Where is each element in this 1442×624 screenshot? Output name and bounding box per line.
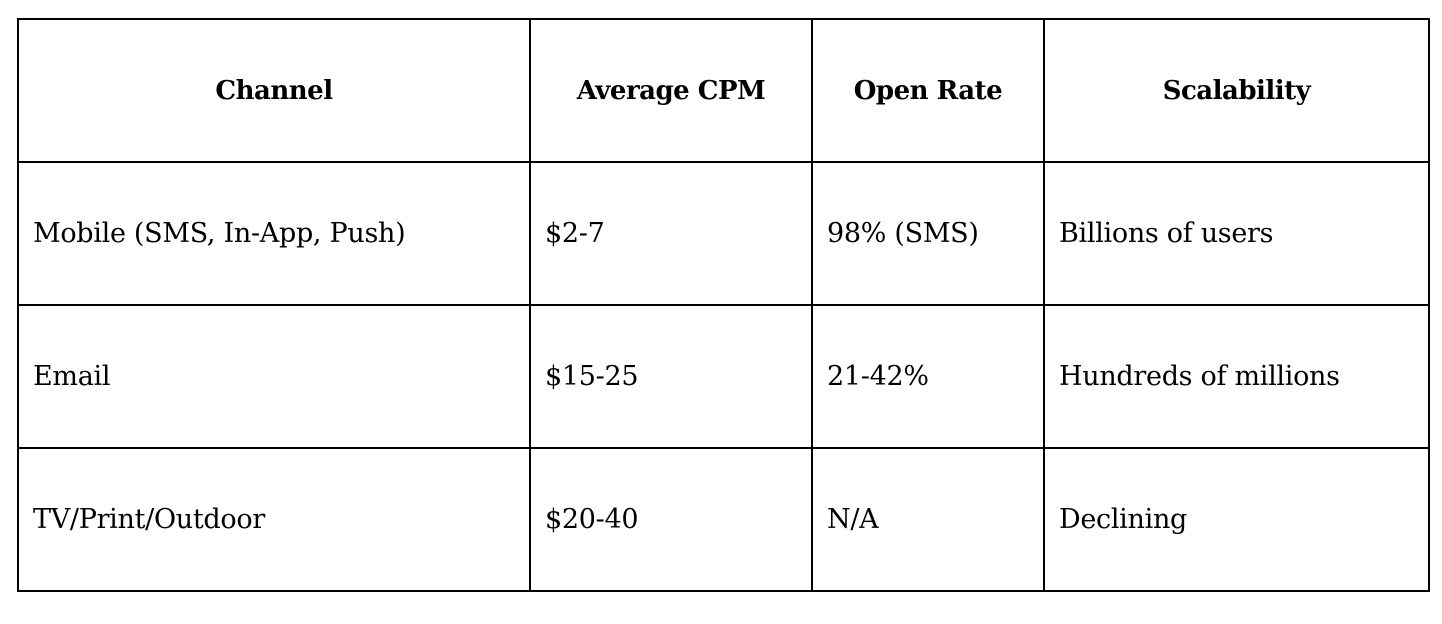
cell-scalability: Billions of users [1043,161,1430,306]
cell-open-rate: 21-42% [811,304,1045,449]
cell-open-rate: 98% (SMS) [811,161,1045,306]
cell-channel: Mobile (SMS, In-App, Push) [17,161,531,306]
header-row: Channel Average CPM Open Rate Scalabilit… [17,18,1430,163]
table-row: Mobile (SMS, In-App, Push) $2-7 98% (SMS… [17,161,1430,306]
table-row: Email $15-25 21-42% Hundreds of millions [17,304,1430,449]
table-row: TV/Print/Outdoor $20-40 N/A Declining [17,447,1430,592]
table-container: Channel Average CPM Open Rate Scalabilit… [17,18,1430,592]
cell-channel: Email [17,304,531,449]
table-body: Mobile (SMS, In-App, Push) $2-7 98% (SMS… [17,161,1430,592]
column-header-average-cpm: Average CPM [529,18,813,163]
cell-open-rate: N/A [811,447,1045,592]
cell-average-cpm: $20-40 [529,447,813,592]
column-header-channel: Channel [17,18,531,163]
cell-scalability: Declining [1043,447,1430,592]
cell-average-cpm: $2-7 [529,161,813,306]
cell-channel: TV/Print/Outdoor [17,447,531,592]
column-header-scalability: Scalability [1043,18,1430,163]
column-header-open-rate: Open Rate [811,18,1045,163]
cell-scalability: Hundreds of millions [1043,304,1430,449]
channel-comparison-table: Channel Average CPM Open Rate Scalabilit… [17,18,1430,592]
cell-average-cpm: $15-25 [529,304,813,449]
table-header: Channel Average CPM Open Rate Scalabilit… [17,18,1430,163]
